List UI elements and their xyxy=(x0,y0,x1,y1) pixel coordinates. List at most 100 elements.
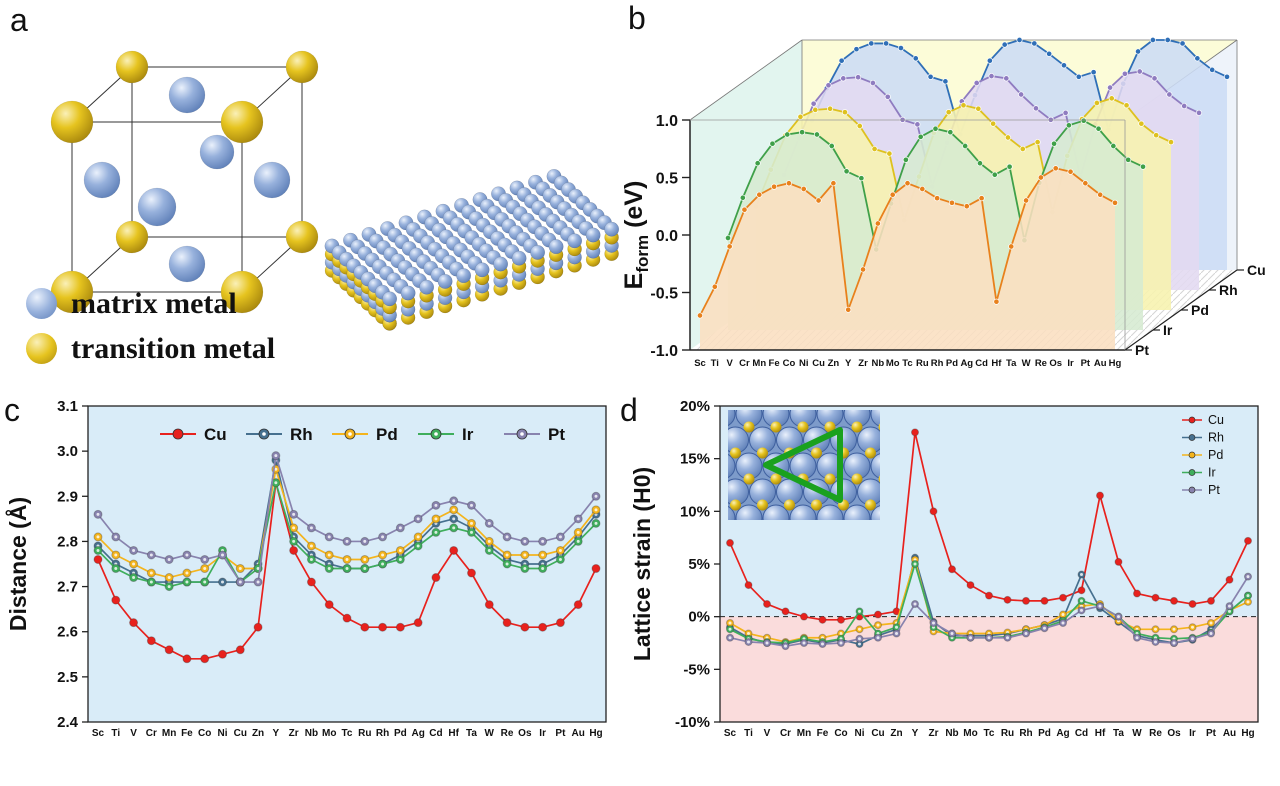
b-xtick: Fe xyxy=(769,358,780,369)
legend-item-Pd: Pd xyxy=(332,425,398,444)
d-xtick: Rh xyxy=(1019,728,1032,739)
d-xtick: V xyxy=(764,728,771,739)
legend-label-Ir: Ir xyxy=(1208,466,1216,480)
legend-label-Rh: Rh xyxy=(1208,431,1224,445)
legend-label-Pd: Pd xyxy=(376,425,398,444)
d-ytick: 5% xyxy=(688,556,710,573)
b-xtick: Pd xyxy=(946,358,958,369)
legend-row-transition-metal: transition metal xyxy=(26,326,275,371)
d-xtick: Au xyxy=(1223,728,1236,739)
legend-item-Rh: Rh xyxy=(246,425,313,444)
b-xtick: Cd xyxy=(975,358,988,369)
series-area-Pt xyxy=(700,168,1115,350)
b-xtick: Tc xyxy=(902,358,912,369)
c-xtick: Ta xyxy=(466,728,477,739)
series-Pt xyxy=(726,572,1252,651)
c-ytick: 3.0 xyxy=(57,443,78,460)
d-xtick: Fe xyxy=(817,728,829,739)
slab-model xyxy=(324,168,620,331)
d-ytick: 0% xyxy=(688,609,710,626)
b-depth-label-Cu: Cu xyxy=(1247,262,1266,278)
b-depth-label-Ir: Ir xyxy=(1163,322,1173,338)
c-xtick: Zn xyxy=(252,728,264,739)
d-xtick: Co xyxy=(834,728,847,739)
c-xtick: Fe xyxy=(181,728,193,739)
c-ytick: 2.8 xyxy=(57,533,78,550)
c-xtick: Ru xyxy=(358,728,371,739)
panel-label-b: b xyxy=(628,0,646,36)
d-xtick: Pt xyxy=(1206,728,1217,739)
b-xtick: Zr xyxy=(858,358,868,369)
d-xtick: Os xyxy=(1167,728,1181,739)
d-xtick: Ti xyxy=(744,728,753,739)
legend-item-Pt: Pt xyxy=(504,425,565,444)
legend-item-Ir: Ir xyxy=(418,425,474,444)
b-xtick: Cr xyxy=(739,358,750,369)
c-xtick: Rh xyxy=(376,728,389,739)
legend-item-Rh: Rh xyxy=(1182,431,1224,445)
d-xtick: W xyxy=(1132,728,1142,739)
c-xtick: Y xyxy=(273,728,280,739)
b-xtick: Cu xyxy=(812,358,825,369)
matrix-metal-atom xyxy=(199,134,235,170)
d-xtick: Tc xyxy=(984,728,995,739)
d-xtick: Cr xyxy=(780,728,791,739)
c-xtick: Mn xyxy=(162,728,176,739)
matrix-metal-atom xyxy=(253,161,291,199)
transition-metal-atom xyxy=(50,100,94,144)
b-depth-label-Pd: Pd xyxy=(1191,302,1209,318)
legend-label-Pt: Pt xyxy=(1208,483,1220,497)
b-xtick: Ru xyxy=(916,358,929,369)
panel-label-a: a xyxy=(10,2,28,38)
d-ytick: -10% xyxy=(675,714,710,731)
d-xtick: Zr xyxy=(929,728,939,739)
b-xtick: Ir xyxy=(1067,358,1074,369)
d-xtick: Hf xyxy=(1095,728,1106,739)
d-ytick: 15% xyxy=(680,451,710,468)
c-xtick: Ti xyxy=(111,728,120,739)
c-xtick: W xyxy=(485,728,495,739)
c-xtick: Os xyxy=(518,728,532,739)
panel-label-d: d xyxy=(620,392,638,428)
panel-label-c: c xyxy=(4,392,20,428)
transition-metal-atom xyxy=(285,220,319,254)
unit-cell xyxy=(50,50,319,314)
b-xtick: Au xyxy=(1094,358,1107,369)
series-Cu xyxy=(726,428,1252,624)
d-xtick: Ta xyxy=(1113,728,1124,739)
series-Pt xyxy=(93,451,601,587)
c-xtick: Pt xyxy=(555,728,566,739)
b-xtick: V xyxy=(726,358,733,369)
panel-d-lattice-strain-chart: 20% 15% 10% 5% 0% -5% -10% Sc Ti V Cr Mn Fe Co Ni Cu Zn Y… xyxy=(629,398,1259,739)
transition-metal-sphere-icon xyxy=(26,333,57,364)
plot-frame xyxy=(87,405,607,723)
b-xtick: W xyxy=(1022,358,1031,369)
transition-metal-atom xyxy=(285,50,319,84)
matrix-metal-atom xyxy=(168,245,206,283)
legend-label-Ir: Ir xyxy=(462,425,474,444)
c-xtick: Co xyxy=(198,728,211,739)
d-xtick: Pd xyxy=(1038,728,1051,739)
matrix-metal-label: matrix metal xyxy=(71,286,237,320)
b-xtick: Re xyxy=(1035,358,1047,369)
legend-label-Pd: Pd xyxy=(1208,448,1223,462)
b-xtick: Zn xyxy=(828,358,840,369)
panel-b-3d-formation-energy-chart: 1.0 0.5 0.0 -0.5 -1.0 Eform (eV) Sc Ti V Cr Mn Fe Co… xyxy=(620,36,1266,369)
b-xtick: Mo xyxy=(886,358,900,369)
c-xtick: Nb xyxy=(305,728,318,739)
c-xtick: Ag xyxy=(411,728,424,739)
b-xtick: Mn xyxy=(752,358,766,369)
b-xtick: Ta xyxy=(1006,358,1017,369)
transition-metal-atom xyxy=(115,50,149,84)
series-Ir xyxy=(93,478,601,592)
b-xtick: Pt xyxy=(1081,358,1091,369)
matrix-metal-sphere-icon xyxy=(26,288,57,319)
b-xtick: Hf xyxy=(991,358,1002,369)
b-xtick: Ni xyxy=(799,358,809,369)
d-ytick: 10% xyxy=(680,503,710,520)
lattice-inset-image xyxy=(728,410,880,520)
panel-a-structure-drawing xyxy=(50,50,620,331)
c-y-axis-title: Distance (Å) xyxy=(4,497,31,631)
c-xtick: Re xyxy=(501,728,514,739)
c-xtick: Ni xyxy=(218,728,228,739)
